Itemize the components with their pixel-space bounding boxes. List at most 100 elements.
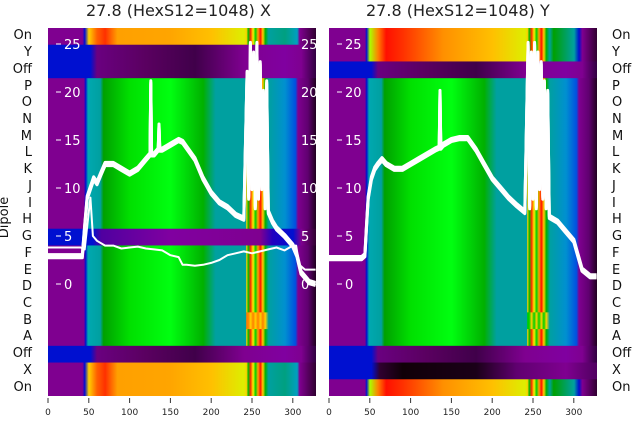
inner-y-tick-label: 10 bbox=[64, 182, 81, 197]
row-label: On bbox=[612, 379, 631, 395]
heatmap-row-e bbox=[48, 262, 316, 280]
row-label: I bbox=[28, 195, 32, 211]
heatmap-row-off bbox=[48, 61, 316, 79]
left-title: 27.8 (HexS12=1048) X bbox=[86, 1, 271, 20]
heatmap-row-k bbox=[329, 161, 597, 180]
heatmap-row-g bbox=[329, 228, 597, 246]
heatmap-x: 0 0 5 5 10 10 15 15 20 20 25 25 bbox=[48, 28, 316, 396]
row-label: L bbox=[612, 145, 620, 161]
x-axis-left: 0 50 100 150 200 250 300 bbox=[45, 398, 302, 418]
row-label: G bbox=[612, 229, 623, 245]
heatmap-row-f bbox=[48, 245, 316, 263]
x-tick-label: 150 bbox=[443, 408, 460, 418]
heatmap-row-p bbox=[48, 78, 316, 96]
row-label: H bbox=[612, 212, 622, 228]
heatmap-row-x bbox=[329, 362, 597, 380]
inner-y-tick-label: 0 bbox=[345, 278, 353, 293]
x-tick-label: 150 bbox=[162, 408, 179, 418]
heatmap-row-off bbox=[329, 345, 597, 364]
row-label: E bbox=[23, 262, 32, 278]
row-label: C bbox=[22, 296, 32, 311]
heatmap-row-c bbox=[329, 295, 597, 313]
x-tick-label: 200 bbox=[203, 408, 220, 418]
heatmap-row-y bbox=[48, 44, 316, 62]
row-label: L bbox=[24, 145, 32, 161]
row-label: D bbox=[21, 279, 32, 295]
row-label: P bbox=[612, 78, 620, 94]
row-label: P bbox=[24, 78, 32, 94]
heatmap-row-off bbox=[329, 61, 597, 79]
row-label: O bbox=[612, 95, 623, 111]
heatmap-row-o bbox=[48, 94, 316, 113]
heatmap-row-b bbox=[329, 312, 597, 330]
inner-y-tick-label: 5 bbox=[345, 230, 353, 245]
inner-y-tick-label: 25 bbox=[345, 38, 362, 53]
row-label: O bbox=[21, 95, 32, 111]
row-label: K bbox=[612, 162, 621, 178]
x-tick-label: 50 bbox=[83, 408, 95, 418]
inner-y-tick-label: 5 bbox=[64, 230, 72, 245]
heatmap-row-l bbox=[48, 145, 316, 163]
heatmap-y: 0 5 10 15 20 25 bbox=[329, 28, 597, 396]
inner-y-tick-label: 20 bbox=[345, 86, 362, 101]
row-label: Off bbox=[612, 61, 632, 77]
row-label: X bbox=[23, 362, 32, 378]
row-label: Y bbox=[612, 45, 620, 61]
heatmap-row-f bbox=[329, 245, 597, 263]
row-label: M bbox=[20, 128, 32, 144]
heatmap-row-x bbox=[48, 362, 316, 380]
heatmap-row-a bbox=[48, 329, 316, 347]
row-label: F bbox=[24, 245, 32, 261]
x-tick-label: 0 bbox=[326, 408, 332, 418]
x-tick-label: 250 bbox=[524, 408, 541, 418]
row-label: H bbox=[22, 212, 32, 228]
x-axis-right: 0 50 100 150 200 250 300 bbox=[326, 398, 583, 418]
row-label: On bbox=[13, 379, 32, 395]
right-title: 27.8 (HexS12=1048) Y bbox=[366, 1, 550, 20]
row-label: J bbox=[612, 178, 616, 194]
row-label: B bbox=[612, 312, 621, 328]
heatmap-row-off bbox=[48, 345, 316, 364]
inner-y-tick-label: 20 bbox=[64, 86, 81, 101]
x-tick-label: 0 bbox=[45, 408, 51, 418]
row-label: C bbox=[612, 296, 622, 311]
heatmap-row-l bbox=[329, 145, 597, 163]
row-label: On bbox=[13, 28, 32, 44]
heatmap-row-d bbox=[329, 278, 597, 297]
series-line-upper-bundle bbox=[48, 44, 316, 288]
inner-y-tick-label: 15 bbox=[64, 134, 81, 149]
heatmap-row-p bbox=[329, 78, 597, 96]
inner-y-tick-label: 0 bbox=[64, 278, 72, 293]
x-tick-label: 50 bbox=[364, 408, 376, 418]
heatmap-row-h bbox=[329, 212, 597, 230]
row-label: N bbox=[22, 112, 32, 127]
row-label: D bbox=[612, 279, 623, 295]
row-label: Off bbox=[612, 346, 632, 362]
heatmap-row-d bbox=[48, 278, 316, 297]
inner-y-tick-label: 25 bbox=[64, 38, 81, 53]
inner-y-tick-label-right: 0 bbox=[301, 278, 309, 293]
heatmap-row-on bbox=[329, 28, 597, 46]
inner-y-tick-label-right: 15 bbox=[301, 134, 316, 149]
heatmap-row-h bbox=[48, 212, 316, 230]
row-label: A bbox=[23, 329, 32, 345]
x-tick-label: 100 bbox=[402, 408, 419, 418]
x-tick-label: 300 bbox=[284, 408, 301, 418]
row-label: A bbox=[612, 329, 621, 345]
row-label: On bbox=[612, 28, 631, 44]
row-label: E bbox=[612, 262, 621, 278]
row-label: J bbox=[28, 178, 32, 194]
inner-y-tick-label: 15 bbox=[345, 134, 362, 149]
inner-y-tick-label: 10 bbox=[345, 182, 362, 197]
heatmap-row-b bbox=[48, 312, 316, 330]
y-axis-label: Dipole bbox=[0, 196, 13, 239]
heatmap-row-g bbox=[48, 228, 316, 246]
x-tick-label: 250 bbox=[243, 408, 260, 418]
inner-y-tick-label-right: 25 bbox=[301, 38, 316, 53]
x-tick-label: 100 bbox=[121, 408, 138, 418]
series-line-bundle bbox=[329, 44, 597, 280]
row-label: I bbox=[612, 195, 616, 211]
row-label: Y bbox=[24, 45, 32, 61]
heatmap-row-on bbox=[48, 379, 316, 396]
heatmap-row-n bbox=[48, 111, 316, 129]
